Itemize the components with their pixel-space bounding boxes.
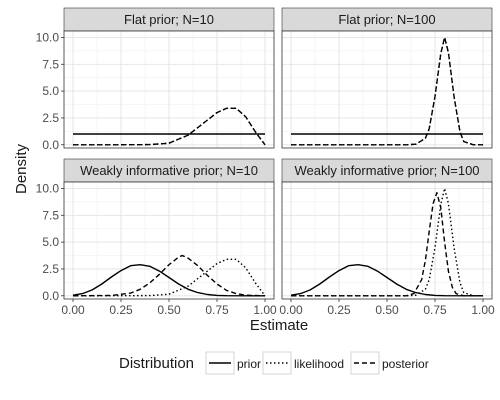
series-line-posterior <box>73 107 266 146</box>
series-line-prior <box>72 264 266 297</box>
panel-flat-prior-n-100: Flat prior; N=100 <box>281 7 493 149</box>
x-tick-label: 0.25 <box>109 303 133 317</box>
y-tick-label: 7.5 <box>42 208 59 222</box>
series-line-posterior <box>291 192 483 297</box>
panel-border <box>63 30 275 149</box>
legend-title: Distribution <box>119 355 194 372</box>
x-axis-title: Estimate <box>250 317 308 334</box>
legend-label-posterior: posterior <box>382 357 429 371</box>
legend: Distribution prior likelihood posterior <box>119 351 429 375</box>
y-tick-label: 0.0 <box>42 138 59 152</box>
y-tick-label: 5.0 <box>42 84 59 98</box>
series-line-likelihood <box>72 258 266 297</box>
y-tick-label: 10.0 <box>36 181 60 195</box>
series-line-prior <box>290 264 484 297</box>
x-tick-label: 0.00 <box>61 303 85 317</box>
y-tick-label: 7.5 <box>42 57 59 71</box>
x-tick-label: 0.75 <box>423 303 447 317</box>
x-tick-label: 0.50 <box>157 303 181 317</box>
y-axis-title: Density <box>13 143 30 194</box>
x-tick-label: 0.00 <box>279 303 303 317</box>
panel-border <box>281 30 493 149</box>
x-tick-label: 1.00 <box>471 303 495 317</box>
panel-flat-prior-n-10: Flat prior; N=10 0.0 2.5 5.0 7.5 10.0 <box>36 7 275 152</box>
x-tick-label: 0.25 <box>327 303 351 317</box>
x-tick-label: 0.75 <box>205 303 229 317</box>
panel-title: Flat prior; N=100 <box>338 12 435 27</box>
panel-title: Weakly informative prior; N=10 <box>80 163 258 178</box>
panel-title: Weakly informative prior; N=100 <box>294 163 479 178</box>
panel-title: Flat prior; N=10 <box>124 12 214 27</box>
x-tick-label: 0.50 <box>375 303 399 317</box>
legend-key-likelihood <box>262 351 292 375</box>
series-line-posterior <box>72 254 266 297</box>
series-line-likelihood <box>73 107 266 146</box>
legend-label-likelihood: likelihood <box>294 357 344 371</box>
panel-weakly-informative-prior-n-100: Weakly informative prior; N=100 0.00 0.25 0… <box>279 158 495 317</box>
y-tick-label: 10.0 <box>36 30 60 44</box>
x-tick-label: 1.00 <box>253 303 277 317</box>
legend-label-prior: prior <box>237 357 261 371</box>
y-tick-label: 5.0 <box>42 235 59 249</box>
y-tick-label: 2.5 <box>42 262 59 276</box>
panel-weakly-informative-prior-n-10: Weakly informative prior; N=10 0.0 2.5 5.0 7… <box>36 158 277 317</box>
y-tick-label: 0.0 <box>42 289 59 303</box>
y-tick-label: 2.5 <box>42 111 59 125</box>
